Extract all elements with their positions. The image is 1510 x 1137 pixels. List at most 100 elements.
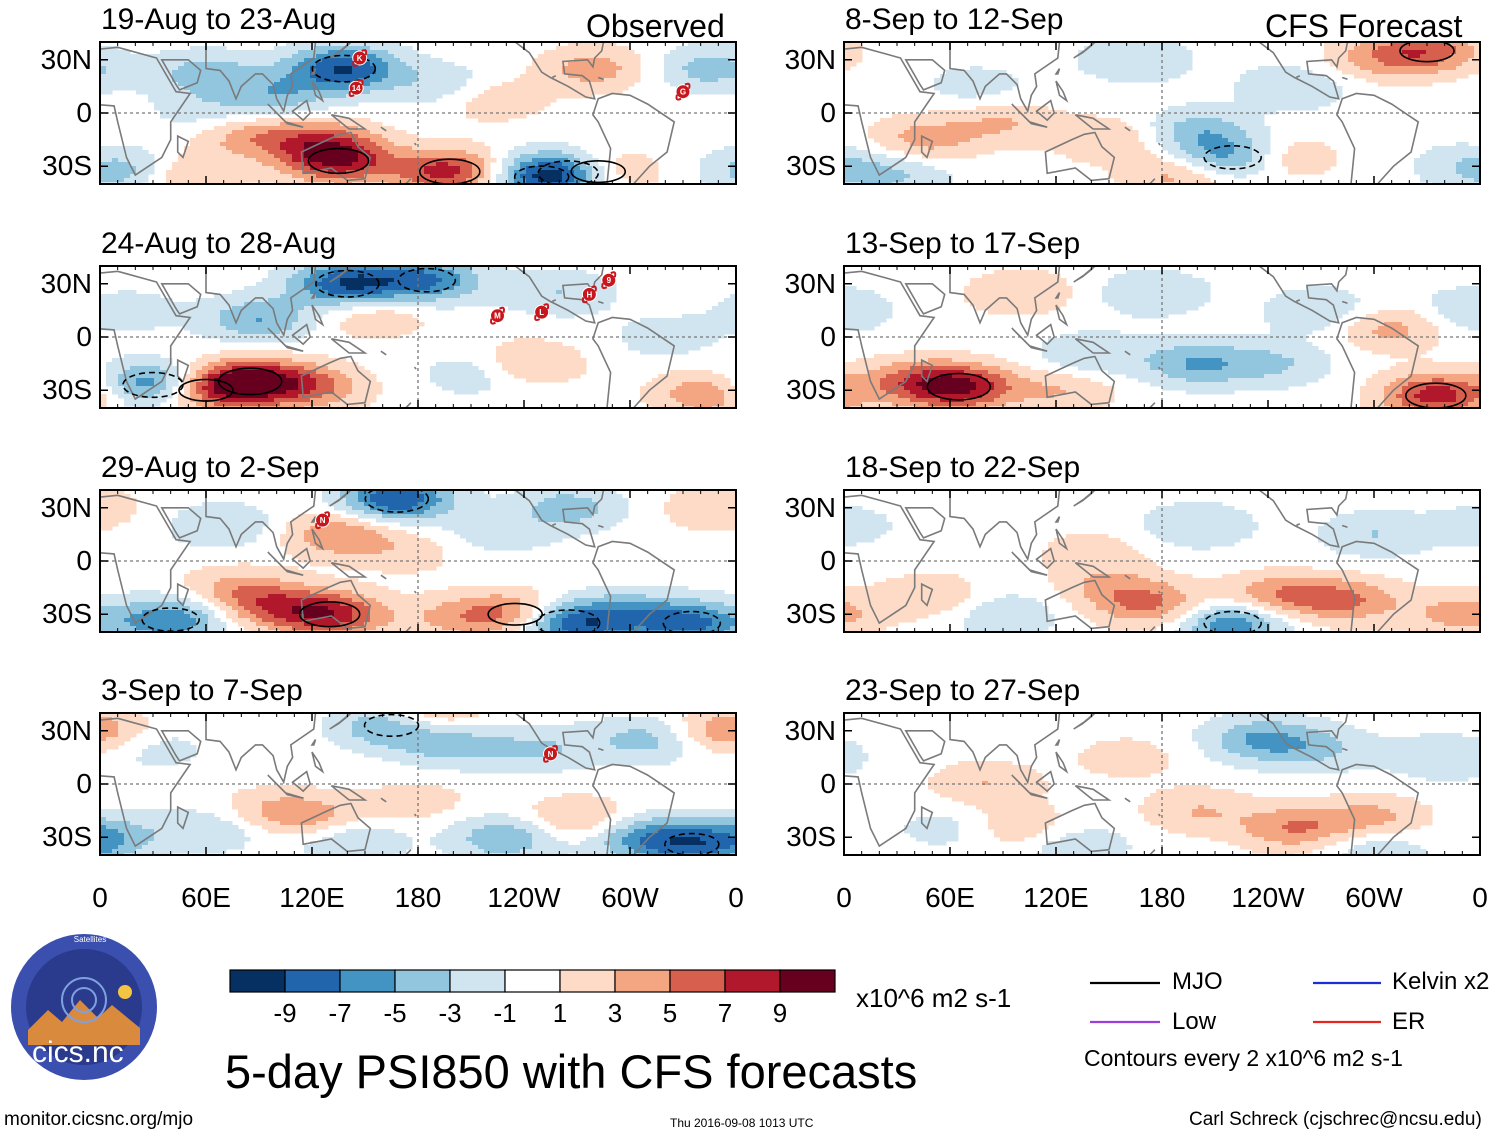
storm-label: M (494, 312, 501, 321)
field-cell (310, 298, 317, 303)
field-cell (406, 170, 413, 175)
field-cell (244, 70, 251, 75)
field-cell (676, 322, 683, 327)
field-cell (472, 494, 479, 499)
field-cell (130, 366, 137, 371)
field-cell (316, 158, 323, 163)
field-cell (406, 266, 413, 271)
field-cell (214, 170, 221, 175)
field-cell (712, 314, 719, 319)
field-cell (184, 90, 191, 95)
field-cell (526, 282, 533, 287)
field-cell (706, 78, 713, 83)
field-cell (106, 54, 113, 59)
field-cell (700, 70, 707, 75)
field-cell (574, 86, 581, 91)
field-cell (718, 334, 725, 339)
field-cell (502, 94, 509, 99)
field-cell (328, 50, 335, 55)
field-cell (292, 166, 299, 171)
field-cell (556, 278, 563, 283)
field-cell (694, 70, 701, 75)
field-cell (394, 54, 401, 59)
field-cell (718, 66, 725, 71)
field-cell (154, 386, 161, 391)
field-cell (700, 382, 707, 387)
field-cell (184, 402, 191, 407)
field-cell (256, 338, 263, 343)
field-cell (226, 158, 233, 163)
field-cell (220, 326, 227, 331)
field-cell (268, 390, 275, 395)
field-cell (274, 266, 281, 271)
field-cell (568, 354, 575, 359)
field-cell (556, 74, 563, 79)
field-cell (256, 122, 263, 127)
field-cell (412, 82, 419, 87)
field-cell (388, 82, 395, 87)
field-cell (124, 502, 131, 507)
field-cell (526, 374, 533, 379)
field-cell (424, 286, 431, 291)
field-cell (436, 266, 443, 271)
field-cell (340, 90, 347, 95)
field-cell (430, 70, 437, 75)
field-cell (262, 110, 269, 115)
field-cell (382, 154, 389, 159)
field-cell (574, 274, 581, 279)
field-cell (532, 90, 539, 95)
field-cell (394, 322, 401, 327)
field-cell (286, 298, 293, 303)
field-cell (292, 290, 299, 295)
field-cell (412, 94, 419, 99)
field-cell (328, 122, 335, 127)
field-cell (694, 330, 701, 335)
field-cell (298, 302, 305, 307)
coastline (300, 131, 372, 182)
field-cell (388, 266, 395, 271)
field-cell (376, 138, 383, 143)
field-cell (280, 286, 287, 291)
field-cell (154, 66, 161, 71)
field-cell (136, 326, 143, 331)
field-cell (706, 318, 713, 323)
field-cell (250, 126, 257, 131)
field-cell (682, 338, 689, 343)
field-cell (118, 166, 125, 171)
field-cell (556, 498, 563, 503)
field-cell (364, 314, 371, 319)
field-cell (118, 170, 125, 175)
field-cell (724, 298, 731, 303)
field-cell (526, 102, 533, 107)
field-cell (466, 106, 473, 111)
field-cell (388, 162, 395, 167)
field-cell (124, 322, 131, 327)
field-cell (550, 362, 557, 367)
field-cell (268, 170, 275, 175)
field-cell (238, 130, 245, 135)
field-cell (298, 82, 305, 87)
field-cell (676, 402, 683, 407)
field-cell (460, 154, 467, 159)
field-cell (688, 494, 695, 499)
field-cell (454, 286, 461, 291)
field-cell (730, 298, 736, 303)
field-cell (112, 170, 119, 175)
field-cell (472, 370, 479, 375)
field-cell (232, 122, 239, 127)
field-cell (652, 318, 659, 323)
field-cell (142, 90, 149, 95)
field-cell (220, 58, 227, 63)
field-cell (274, 126, 281, 131)
field-cell (556, 350, 563, 355)
field-cell (442, 382, 449, 387)
field-cell (562, 490, 569, 495)
field-cell (550, 142, 557, 147)
field-cell (118, 366, 125, 371)
field-cell (694, 50, 701, 55)
field-cell (220, 298, 227, 303)
field-cell (100, 306, 107, 311)
field-cell (232, 86, 239, 91)
field-cell (154, 310, 161, 315)
field-cell (208, 130, 215, 135)
